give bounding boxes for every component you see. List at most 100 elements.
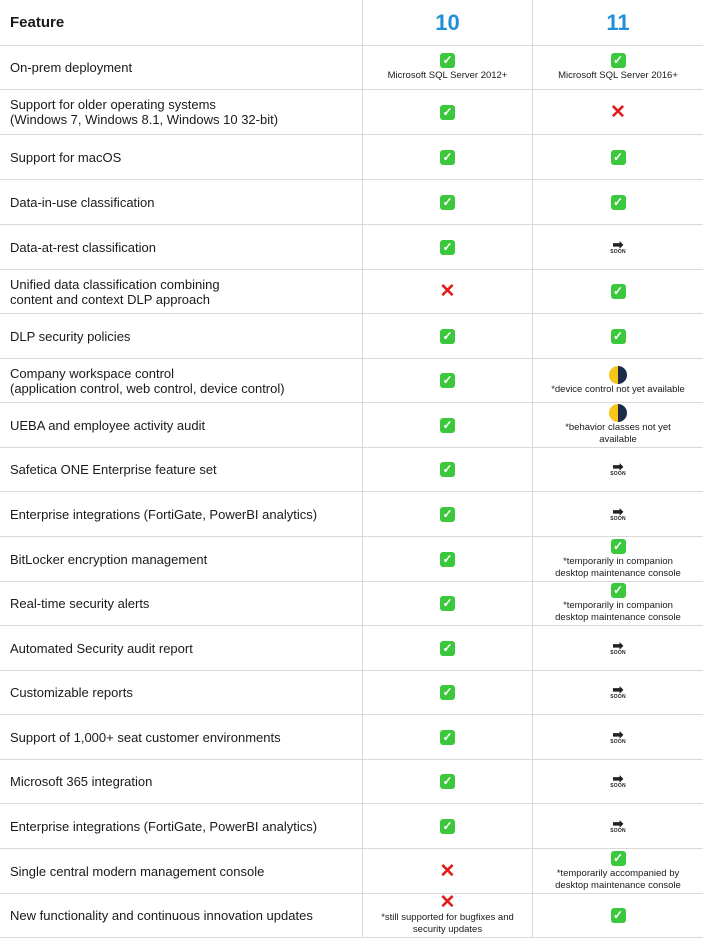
check-icon: ✓ [440,373,455,388]
soon-arrow-icon: ➡ SOON [608,503,628,522]
soon-label: SOON [610,783,626,789]
table-row: On-prem deployment ✓ Microsoft SQL Server … [0,46,703,90]
version-11-cell: ✓ [533,894,703,937]
arrow-glyph: ➡ [612,771,624,786]
soon-arrow-icon: ➡ SOON [608,682,628,701]
feature-name: Enterprise integrations (FortiGate, Powe… [0,492,363,536]
table-row: Support for older operating systems (Win… [0,90,703,135]
check-icon: ✓ [440,194,455,210]
soon-label: SOON [610,248,626,255]
check-icon: ✓ [610,538,626,554]
version-10-cell: ✓ [363,715,533,759]
table-row: Safetica ONE Enterprise feature set ✓ ➡ SOO… [0,448,703,492]
feature-name: Microsoft 365 integration [0,760,363,803]
version-10-cell: ✓ [363,225,533,269]
table-row: Enterprise integrations (FortiGate, Powe… [0,804,703,849]
check-icon: ✓ [440,239,455,255]
table-row: Company workspace control (application c… [0,359,703,403]
version-11-cell: ✓ [533,314,703,358]
check-icon: ✓ [440,818,455,834]
feature-name: DLP security policies [0,314,363,358]
soon-label: SOON [610,738,626,745]
arrow-glyph: ➡ [612,503,624,519]
cell-note: *temporarily accompanied by desktop main… [555,867,681,891]
arrow-glyph: ➡ [612,682,624,697]
version-11-cell: ➡ SOON [533,225,703,269]
table-row: Microsoft 365 integration ✓ ➡ SOON [0,760,703,804]
version-11-cell: ➡ SOON [533,804,703,848]
cell-note: *behavior classes not yet available [565,422,671,445]
soon-arrow-icon: ➡ SOON [608,460,628,478]
table-row: BitLocker encryption management ✓ ✓ *tempor… [0,537,703,582]
version-11-cell: ➡ SOON [533,492,703,536]
cell-note: *temporarily in companion desktop mainte… [555,555,681,579]
table-row: Support for macOS ✓ ✓ [0,135,703,180]
feature-name: Customizable reports [0,671,363,714]
table-body: On-prem deployment ✓ Microsoft SQL Server … [0,46,703,938]
feature-name: Support for older operating systems (Win… [0,90,363,134]
feature-name: Automated Security audit report [0,626,363,670]
version-10-cell: ✓ [363,582,533,625]
version-11-cell: ➡ SOON [533,448,703,491]
cross-icon: ✕ [439,281,456,302]
soon-arrow-icon: ➡ SOON [608,726,628,745]
soon-arrow-icon: ➡ SOON [608,817,628,834]
version-11-cell: ✓ *temporarily in companion desktop maint… [533,537,703,581]
feature-name: Enterprise integrations (FortiGate, Powe… [0,804,363,848]
table-row: DLP security policies ✓ ✓ [0,314,703,359]
feature-name: New functionality and continuous innovat… [0,894,363,937]
cell-note: Microsoft SQL Server 2016+ [558,70,678,81]
table-row: Support of 1,000+ seat customer environm… [0,715,703,760]
soon-arrow-icon: ➡ SOON [608,238,628,255]
version-10-cell: ✕ [363,270,533,313]
check-icon: ✓ [610,194,626,210]
check-icon: ✓ [440,53,455,68]
feature-name: Real-time security alerts [0,582,363,625]
feature-name: Single central modern management console [0,849,363,893]
feature-name: Unified data classification combining co… [0,270,363,313]
table-row: UEBA and employee activity audit ✓ *behavi… [0,403,703,448]
feature-column-heading: Feature [0,0,363,45]
version-11-cell: ✓ *temporarily accompanied by desktop mai… [533,849,703,893]
table-row: Data-at-rest classification ✓ ➡ SOON [0,225,703,270]
soon-label: SOON [610,515,626,522]
check-icon: ✓ [440,729,455,745]
check-icon: ✓ [610,53,626,68]
table-row: Customizable reports ✓ ➡ SOON [0,671,703,715]
check-icon: ✓ [440,551,455,567]
check-icon: ✓ [440,462,455,477]
table-row: Unified data classification combining co… [0,270,703,314]
feature-name: Support for macOS [0,135,363,179]
feature-name: Safetica ONE Enterprise feature set [0,448,363,491]
version-10-cell: ✓ [363,90,533,134]
soon-label: SOON [610,471,626,477]
version-10-cell: ✓ [363,135,533,179]
version-11-cell: ➡ SOON [533,760,703,803]
cell-note: *device control not yet available [551,383,685,395]
version-11-cell: *behavior classes not yet available [533,403,703,447]
check-icon: ✓ [610,328,626,344]
version-11-cell: ➡ SOON [533,715,703,759]
half-moon-icon [609,404,627,422]
version-11-cell: ➡ SOON [533,626,703,670]
table-row: Single central modern management console… [0,849,703,894]
table-row: Enterprise integrations (FortiGate, Powe… [0,492,703,537]
check-icon: ✓ [440,104,455,120]
version-10-cell: ✓ [363,403,533,447]
version-11-cell: ✓ [533,270,703,313]
check-icon: ✓ [440,417,455,433]
header-row: Feature 10 11 [0,0,703,46]
cell-note: Microsoft SQL Server 2012+ [387,70,508,81]
arrow-glyph: ➡ [612,637,624,653]
cell-note: *still supported for bugfixes and securi… [381,912,514,935]
feature-name: BitLocker encryption management [0,537,363,581]
version-10-heading: 10 [363,0,533,45]
check-icon: ✓ [440,328,455,344]
cross-icon: ✕ [610,101,626,123]
version-10-cell: ✓ [363,448,533,491]
version-10-cell: ✕ [363,849,533,893]
check-icon: ✓ [440,685,455,700]
check-icon: ✓ [440,640,455,656]
arrow-glyph: ➡ [612,726,624,742]
